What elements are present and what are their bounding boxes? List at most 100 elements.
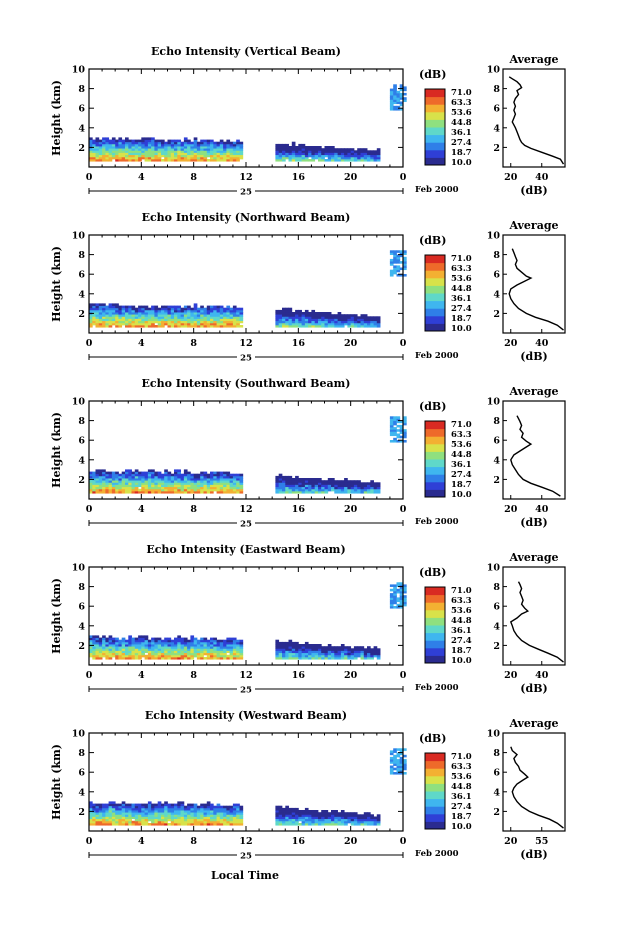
heatmap-cell [288,307,293,311]
heatmap-cell [295,484,299,488]
heatmap-cell [321,652,325,656]
heatmap-cell [213,318,217,322]
heatmap-cell [239,316,244,319]
heatmap-cell [183,482,188,485]
heatmap-cell [331,810,335,813]
heatmap-cell [161,316,165,319]
heatmap-cell [154,478,159,481]
heatmap-cell [151,475,155,479]
heatmap-cell [170,316,175,319]
heatmap-cell [236,152,240,156]
heatmap-cell [291,480,296,483]
heatmap-cell [399,767,404,771]
heatmap-cell [131,823,136,826]
heatmap-cell [210,148,214,151]
heatmap-cell [98,480,103,483]
heatmap-cell [223,475,227,479]
x-tick-label: 4 [138,836,145,847]
heatmap-cell [92,316,96,319]
heatmap-cell [370,491,374,494]
heatmap-cell [89,635,93,638]
heatmap-cell [190,482,195,485]
heatmap-cell [161,325,165,328]
heatmap-cell [399,748,404,751]
panel-title: Echo Intensity (Northward Beam) [142,211,351,224]
heatmap-cell [350,650,355,654]
heatmap-cell [190,152,195,156]
heatmap-cell [236,325,240,328]
heatmap-cell [164,322,168,326]
heatmap-cell [131,148,136,151]
heatmap-cell [232,654,237,658]
heatmap-cell [396,256,401,260]
heatmap-cell [304,320,309,324]
average-x-tick-label: 40 [535,504,549,515]
heatmap-cell [389,431,394,434]
heatmap-cell [200,309,204,313]
heatmap-cell [200,491,204,494]
heatmap-cell [376,491,381,494]
heatmap-cell [393,767,397,771]
heatmap-cell [232,818,237,822]
average-x-tick-label: 55 [535,836,548,847]
colorbar-label: 27.4 [451,636,472,646]
heatmap-cell [134,139,139,143]
heatmap-cell [347,657,352,660]
heatmap-cell [203,641,208,645]
heatmap-cell [121,814,126,817]
heatmap-cell [196,652,201,656]
heatmap-cell [367,156,371,160]
heatmap-cell [115,139,119,143]
colorbar-swatch [425,451,445,460]
heatmap-cell [321,150,325,153]
heatmap-cell [360,152,365,156]
heatmap-cell [304,159,309,162]
heatmap-cell [203,154,208,158]
heatmap-cell [174,320,178,324]
heatmap-cell [275,650,280,654]
heatmap-cell [308,478,312,481]
heatmap-cell [105,314,110,317]
heatmap-cell [229,657,234,660]
colorbar-swatch [425,609,445,618]
heatmap-cell [92,814,96,817]
heatmap-cell [337,148,342,151]
heatmap-cell [92,641,96,645]
heatmap-cell [403,597,407,600]
heatmap-cell [278,814,283,817]
heatmap-cell [154,325,159,328]
heatmap-cell [200,143,204,147]
heatmap-cell [141,486,145,490]
heatmap-cell [327,146,332,149]
heatmap-cell [164,818,168,822]
heatmap-cell [213,646,217,649]
heatmap-cell [138,312,142,315]
heatmap-cell [229,314,234,317]
colorbar-swatch [425,783,445,792]
heatmap-cell [314,484,319,488]
heatmap-cell [170,641,175,645]
heatmap-cell [161,652,165,656]
heatmap-cell [193,141,198,145]
heatmap-cell [92,482,96,485]
heatmap-cell [108,322,113,326]
heatmap-cell [89,139,93,143]
heatmap-cell [236,309,240,313]
heatmap-cell [229,312,234,315]
heatmap-cell [314,654,319,658]
heatmap-cell [321,657,325,660]
heatmap-cell [301,650,306,654]
heatmap-cell [344,156,348,160]
heatmap-cell [275,159,280,162]
heatmap-cell [118,473,123,477]
heatmap-cell [357,654,361,658]
heatmap-cell [285,650,289,654]
heatmap-cell [190,812,195,815]
heatmap-cell [282,818,286,822]
heatmap-cell [164,478,168,481]
heatmap-cell [223,309,227,313]
heatmap-cell [318,491,322,494]
heatmap-cell [190,478,195,481]
heatmap-cell [121,646,126,649]
heatmap-cell [353,652,358,656]
